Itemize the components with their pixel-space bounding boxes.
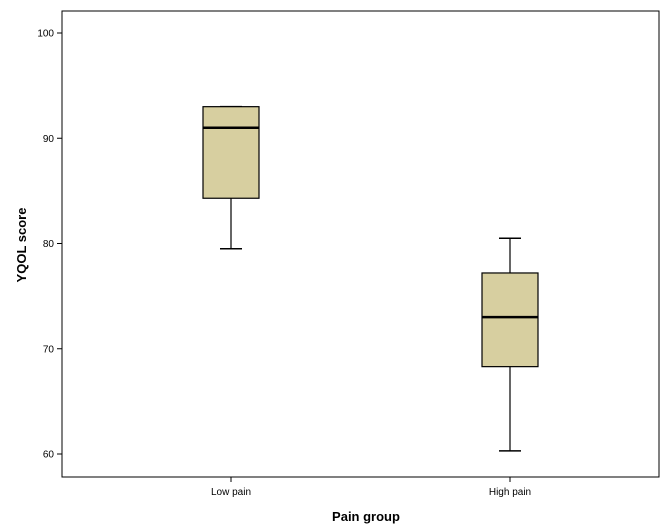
x-axis-title: Pain group (332, 509, 400, 524)
y-axis-title: YQOL score (14, 208, 29, 283)
y-tick-label: 80 (43, 239, 55, 250)
y-tick-label: 90 (43, 134, 55, 145)
y-tick-label: 70 (43, 344, 55, 355)
y-tick-label: 100 (37, 29, 54, 40)
box-low-pain (202, 105, 260, 250)
x-tick-label: Low pain (211, 487, 251, 498)
interquartile-box (202, 106, 260, 199)
box-high-pain (481, 237, 539, 452)
box-series (202, 105, 539, 452)
x-axis: Low pain High pain (211, 477, 531, 498)
y-axis: 60 70 80 90 100 (37, 29, 62, 461)
x-tick-label: High pain (489, 487, 531, 498)
interquartile-box (481, 272, 539, 368)
plot-area (61, 10, 660, 478)
y-tick-label: 60 (43, 450, 55, 461)
